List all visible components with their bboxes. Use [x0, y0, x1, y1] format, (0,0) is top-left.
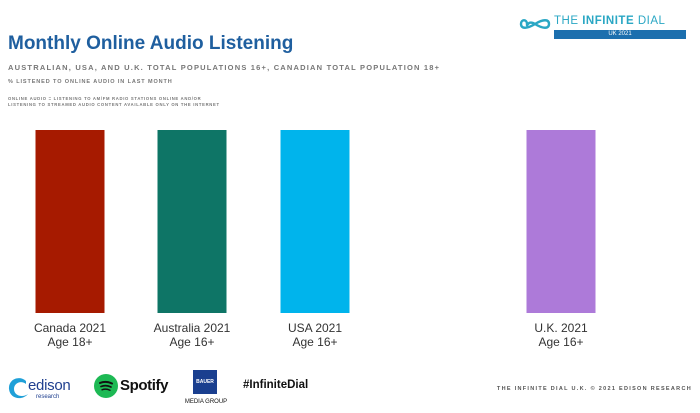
brand-name: THE INFINITE DIAL — [554, 15, 665, 27]
infinity-logo-icon — [519, 19, 551, 29]
edison-research-logo: edison research — [6, 371, 76, 405]
brand-strong: INFINITE — [582, 15, 635, 27]
spotify-logo: Spotify — [94, 374, 174, 398]
spotify-icon — [94, 374, 118, 398]
chart-subtitle: AUSTRALIAN, USA, AND U.K. TOTAL POPULATI… — [8, 63, 441, 72]
category-sublabel: Age 16+ — [538, 335, 583, 349]
copyright: THE INFINITE DIAL U.K. © 2021 EDISON RES… — [496, 386, 692, 392]
definition-note: ONLINE AUDIO = LISTENING TO AM/FM RADIO … — [8, 96, 328, 108]
bauer-media-logo: BAUER MEDIA GROUP — [182, 370, 230, 413]
definition-note-line-1: ONLINE AUDIO = LISTENING TO AM/FM RADIO … — [8, 96, 202, 101]
page-title: Monthly Online Audio Listening — [8, 33, 294, 54]
category-label: USA 2021 — [288, 321, 342, 335]
brand-edition: UK 2021 — [554, 30, 686, 39]
chart-measure-label: % LISTENED TO ONLINE AUDIO IN LAST MONTH — [8, 79, 173, 85]
bauer-wordmark: MEDIA GROUP — [184, 399, 228, 405]
category-label: U.K. 2021 — [534, 321, 588, 335]
brand-suffix: DIAL — [634, 15, 666, 27]
category-sublabel: Age 18+ — [47, 335, 92, 349]
bar-u-k-2021 — [526, 130, 596, 313]
spotify-wordmark: Spotify — [120, 377, 169, 394]
infinite-dial-brand: THE INFINITE DIAL UK 2021 — [518, 8, 694, 40]
edison-swirl-icon — [8, 378, 28, 399]
edison-subtext: research — [36, 394, 60, 400]
bar-australia-2021 — [157, 130, 227, 313]
bar-usa-2021 — [280, 130, 350, 313]
definition-note-line-2: LISTENING TO STREAMED AUDIO CONTENT AVAI… — [8, 102, 220, 107]
bar-canada-2021 — [35, 130, 105, 313]
bauer-box-icon: BAUER — [193, 370, 217, 394]
category-label: Canada 2021 — [34, 321, 106, 335]
category-sublabel: Age 16+ — [169, 335, 214, 349]
hashtag: #InfiniteDial — [243, 379, 309, 391]
edison-wordmark: edison — [28, 377, 71, 394]
brand-prefix: THE — [554, 15, 583, 27]
footer-logos: edison research Spotify BAUER MEDIA GROU… — [0, 365, 700, 413]
category-label: Australia 2021 — [154, 321, 231, 335]
category-sublabel: Age 16+ — [292, 335, 337, 349]
